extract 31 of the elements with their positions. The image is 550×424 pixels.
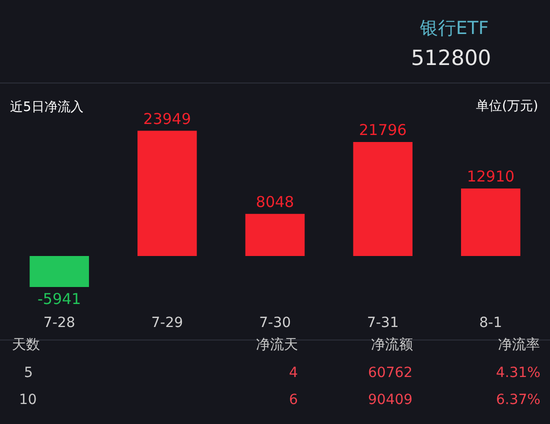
text: 近5日净流入 bbox=[10, 99, 84, 115]
bar bbox=[30, 256, 89, 287]
x-tick-label: 7-31 bbox=[366, 315, 399, 331]
data-label: 21796 bbox=[358, 121, 407, 139]
data-label: 23949 bbox=[143, 110, 192, 128]
text: 净流额 bbox=[371, 337, 413, 353]
data-label: -5941 bbox=[38, 290, 82, 308]
text: 90409 bbox=[368, 392, 413, 408]
data-label: 8048 bbox=[256, 192, 294, 211]
text: 单位(万元) bbox=[476, 99, 538, 114]
text: 4.31% bbox=[496, 365, 540, 381]
text: 10 bbox=[19, 392, 37, 408]
text: 天数 bbox=[12, 337, 40, 353]
x-tick-label: 7-30 bbox=[259, 315, 291, 331]
text: 5 bbox=[24, 365, 33, 381]
bar bbox=[461, 188, 520, 256]
chart-title: 银行ETF bbox=[419, 18, 489, 39]
text: 6.37% bbox=[496, 392, 540, 408]
x-tick-label: 7-28 bbox=[43, 315, 76, 331]
text: 净流率 bbox=[498, 337, 540, 353]
text: 60762 bbox=[368, 365, 413, 381]
bar bbox=[138, 130, 197, 256]
bar bbox=[245, 214, 305, 256]
x-tick-label: 7-29 bbox=[151, 315, 184, 331]
text: 净流天 bbox=[256, 337, 298, 353]
chart-subtitle: 512800 bbox=[411, 46, 492, 70]
text: 4 bbox=[289, 365, 298, 381]
x-tick-label: 8-1 bbox=[479, 315, 502, 331]
bar bbox=[353, 142, 412, 256]
data-label: 12910 bbox=[466, 167, 515, 186]
text: 6 bbox=[289, 392, 298, 408]
